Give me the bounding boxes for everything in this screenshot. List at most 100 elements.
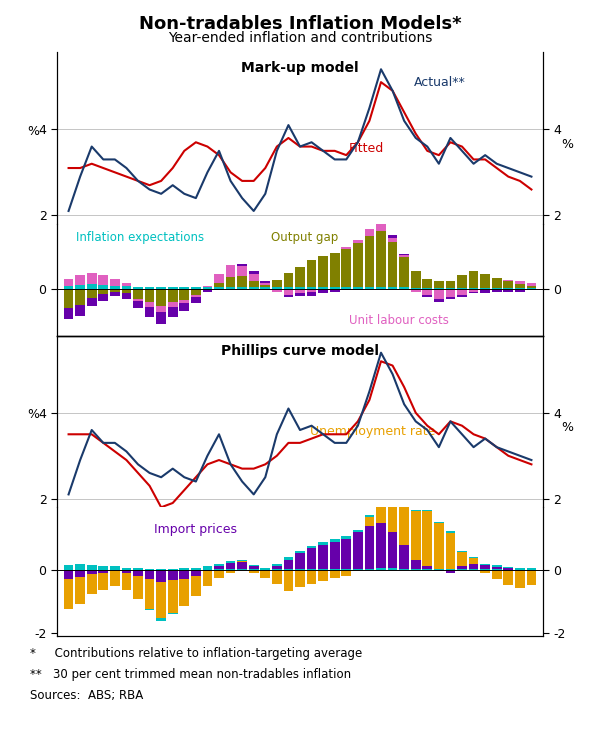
Bar <box>87 565 97 568</box>
Bar <box>272 287 282 289</box>
Bar <box>203 287 212 289</box>
Bar <box>457 569 467 570</box>
Bar <box>295 551 305 554</box>
Bar <box>122 283 131 286</box>
Bar <box>492 567 502 569</box>
Bar <box>214 564 224 566</box>
Bar <box>353 530 363 533</box>
Bar <box>446 570 455 573</box>
Text: Inflation expectations: Inflation expectations <box>76 231 205 243</box>
Bar <box>446 289 455 297</box>
Bar <box>145 287 154 289</box>
Bar <box>388 287 397 289</box>
Bar <box>284 295 293 297</box>
Text: Phillips curve model: Phillips curve model <box>221 344 379 358</box>
Bar <box>527 283 536 286</box>
Bar <box>422 288 432 289</box>
Bar <box>446 569 455 570</box>
Bar <box>307 545 316 548</box>
Text: Mark-up model: Mark-up model <box>241 61 359 74</box>
Bar <box>284 557 293 559</box>
Bar <box>422 566 432 569</box>
Bar <box>341 536 351 539</box>
Bar <box>434 281 444 288</box>
Bar <box>272 568 282 570</box>
Bar <box>110 571 120 586</box>
Y-axis label: %: % <box>27 125 39 138</box>
Bar <box>376 568 386 570</box>
Bar <box>353 289 363 290</box>
Bar <box>469 558 478 563</box>
Bar <box>260 281 270 283</box>
Bar <box>457 288 467 289</box>
Bar <box>376 287 386 289</box>
Bar <box>122 289 131 293</box>
Bar <box>492 570 502 579</box>
Bar <box>179 570 189 579</box>
Text: Actual**: Actual** <box>414 77 466 89</box>
Bar <box>168 302 178 307</box>
Bar <box>341 247 351 249</box>
Bar <box>272 280 282 287</box>
Bar <box>480 570 490 573</box>
Bar <box>87 273 97 284</box>
Bar <box>503 570 513 586</box>
Bar <box>156 570 166 582</box>
Text: Year-ended inflation and contributions: Year-ended inflation and contributions <box>168 31 432 45</box>
Bar <box>110 286 120 289</box>
Bar <box>145 609 154 610</box>
Bar <box>469 292 478 293</box>
Bar <box>365 526 374 568</box>
Bar <box>411 288 421 289</box>
Bar <box>156 582 166 618</box>
Bar <box>295 570 305 588</box>
Bar <box>492 289 502 292</box>
Bar <box>434 289 444 299</box>
Bar <box>422 289 432 295</box>
Bar <box>133 301 143 309</box>
Bar <box>388 568 397 570</box>
Bar <box>492 565 502 567</box>
Bar <box>284 289 293 295</box>
Bar <box>457 295 467 297</box>
Bar <box>214 570 224 578</box>
Bar <box>469 288 478 289</box>
Bar <box>295 267 305 287</box>
Bar <box>503 289 513 292</box>
Bar <box>376 231 386 287</box>
Bar <box>492 569 502 570</box>
Bar <box>295 287 305 289</box>
Bar <box>399 287 409 289</box>
Bar <box>203 570 212 571</box>
Bar <box>284 568 293 570</box>
Bar <box>527 286 536 288</box>
Bar <box>168 570 178 580</box>
Bar <box>422 278 432 288</box>
Bar <box>226 570 235 573</box>
Bar <box>64 286 73 289</box>
Bar <box>446 533 455 569</box>
Bar <box>469 289 478 292</box>
Bar <box>214 566 224 569</box>
Bar <box>307 568 316 570</box>
Bar <box>75 289 85 305</box>
Bar <box>411 272 421 288</box>
Bar <box>353 287 363 289</box>
Y-axis label: %: % <box>561 138 573 151</box>
Bar <box>446 297 455 300</box>
Bar <box>249 566 259 569</box>
Bar <box>388 500 397 502</box>
Bar <box>98 565 108 568</box>
Bar <box>133 286 143 289</box>
Bar <box>260 569 270 570</box>
Bar <box>480 569 490 570</box>
Text: Import prices: Import prices <box>154 523 237 536</box>
Bar <box>75 570 85 577</box>
Bar <box>411 510 421 511</box>
Bar <box>434 569 444 570</box>
Bar <box>237 266 247 276</box>
Bar <box>318 256 328 287</box>
Bar <box>307 287 316 289</box>
Bar <box>87 568 97 570</box>
Bar <box>527 289 536 290</box>
